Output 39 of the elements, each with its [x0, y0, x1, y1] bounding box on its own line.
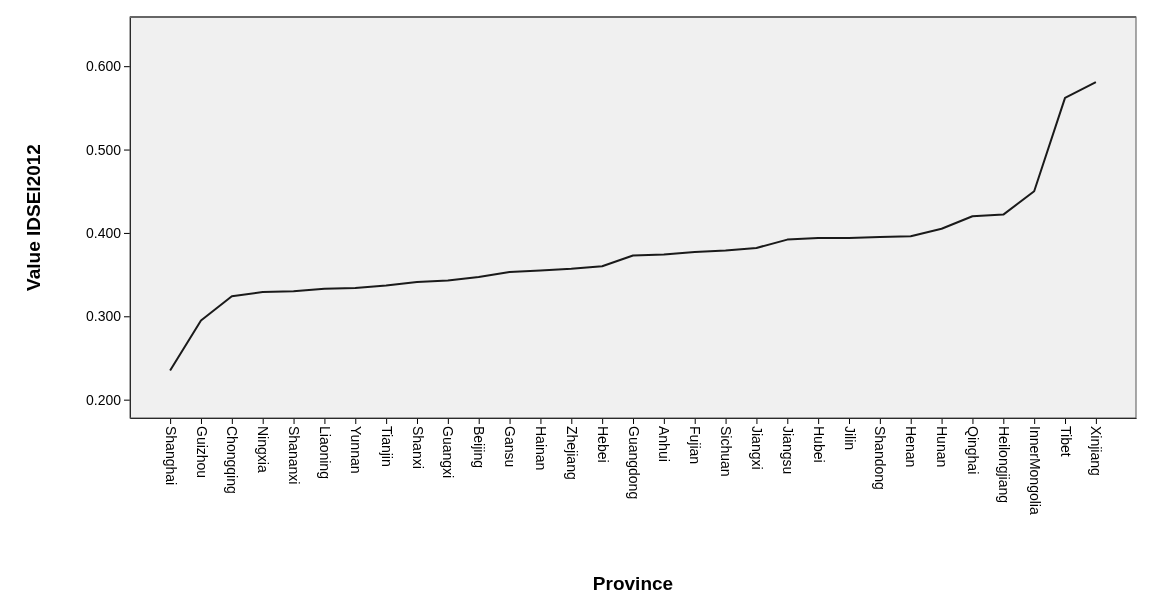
x-axis-title: Province [592, 573, 674, 594]
y-tick-label: 0.300 [85, 308, 122, 325]
x-tick-label: Fujian [687, 426, 704, 465]
x-tick-label: Anhui [656, 426, 673, 462]
x-tick-label: Jiangxi [749, 426, 766, 470]
x-tick-label: Shandong [872, 426, 889, 490]
y-tick-label: 0.400 [85, 224, 122, 241]
x-tick-label: Jilin [841, 426, 858, 451]
x-tick-label: Hebei [594, 426, 611, 463]
x-tick-label: Chongqing [224, 426, 241, 494]
x-tick-label: Shananxi [286, 426, 303, 485]
x-tick-label: Hunan [934, 426, 951, 468]
y-tick-label: 0.600 [85, 58, 122, 75]
x-tick-label: Hubei [810, 426, 827, 463]
x-tick-label: Shanghai [162, 426, 179, 486]
x-tick-label: Xinjiang [1088, 426, 1105, 476]
x-tick-label: Zhejiang [563, 426, 580, 480]
x-tick-label: Heilongjiang [995, 426, 1012, 504]
x-tick-label: Guizhou [193, 426, 210, 479]
x-tick-label: Henan [903, 426, 920, 468]
x-tick-label: Jiangsu [779, 426, 796, 475]
x-tick-label: Hainan [533, 426, 550, 471]
y-tick-label: 0.500 [85, 141, 122, 158]
x-tick-label: Guangxi [440, 426, 457, 479]
y-tick-label: 0.200 [85, 391, 122, 408]
x-tick-label: Shanxi [409, 426, 426, 469]
line-series [169, 81, 1097, 372]
y-axis-title: Value IDSEI2012 [23, 144, 44, 291]
x-tick-label: Yunnan [347, 426, 364, 474]
x-tick-label: Guangdong [625, 426, 642, 500]
x-tick-label: Beijing [471, 426, 488, 469]
x-tick-label: Gansu [502, 426, 519, 468]
x-tick-label: Tibet [1057, 426, 1074, 457]
x-tick-label: Tianjin [378, 426, 395, 467]
x-tick-label: Sichuan [718, 426, 735, 477]
x-tick-label: Qinghai [965, 426, 982, 475]
x-tick-label: Liaoning [317, 426, 334, 479]
x-tick-label: InnerMongolia [1026, 426, 1043, 515]
x-tick-label: Ningxia [255, 426, 272, 473]
